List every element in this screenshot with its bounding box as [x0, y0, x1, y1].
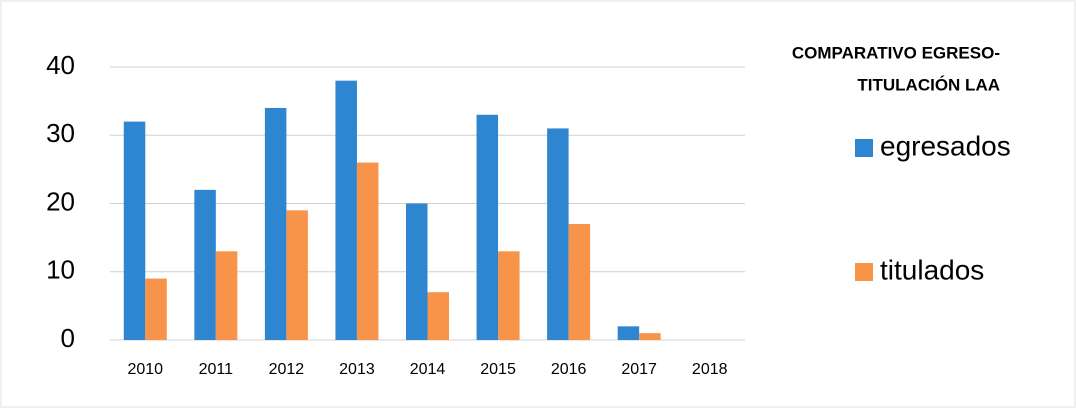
x-tick-label: 2015: [480, 361, 516, 378]
y-tick-label: 30: [46, 118, 75, 148]
legend-label: egresados: [880, 130, 1011, 161]
x-tick-label: 2013: [339, 361, 375, 378]
legend-swatch: [855, 139, 873, 157]
bar: [427, 292, 449, 340]
x-tick-label: 2018: [692, 361, 728, 378]
x-tick-label: 2010: [127, 361, 163, 378]
chart-title: COMPARATIVO EGRESO-: [792, 43, 1000, 62]
bar: [476, 114, 499, 341]
x-tick-label: 2011: [199, 361, 234, 378]
bar: [639, 333, 661, 340]
x-tick-label: 2014: [410, 361, 446, 378]
bar: [264, 107, 287, 340]
bar: [617, 326, 640, 340]
x-tick-label: 2017: [621, 361, 657, 378]
bar: [123, 121, 146, 340]
legend-label: titulados: [880, 254, 984, 285]
bar: [547, 128, 569, 340]
bar: [145, 278, 167, 340]
y-tick-label: 0: [61, 323, 75, 353]
x-tick-label: 2012: [269, 361, 305, 378]
x-tick-label: 2016: [551, 361, 587, 378]
chart-title: TITULACIÓN LAA: [857, 75, 1000, 94]
y-tick-label: 10: [46, 255, 75, 285]
bar: [356, 162, 379, 340]
bar: [406, 203, 428, 340]
bar: [335, 80, 357, 341]
y-tick-label: 20: [46, 186, 75, 216]
bar: [498, 251, 520, 340]
bar: [568, 223, 591, 340]
y-tick-label: 40: [46, 50, 75, 80]
bar: [286, 210, 308, 340]
bar: [215, 251, 238, 340]
bar: [194, 189, 216, 340]
legend-swatch: [855, 263, 873, 281]
